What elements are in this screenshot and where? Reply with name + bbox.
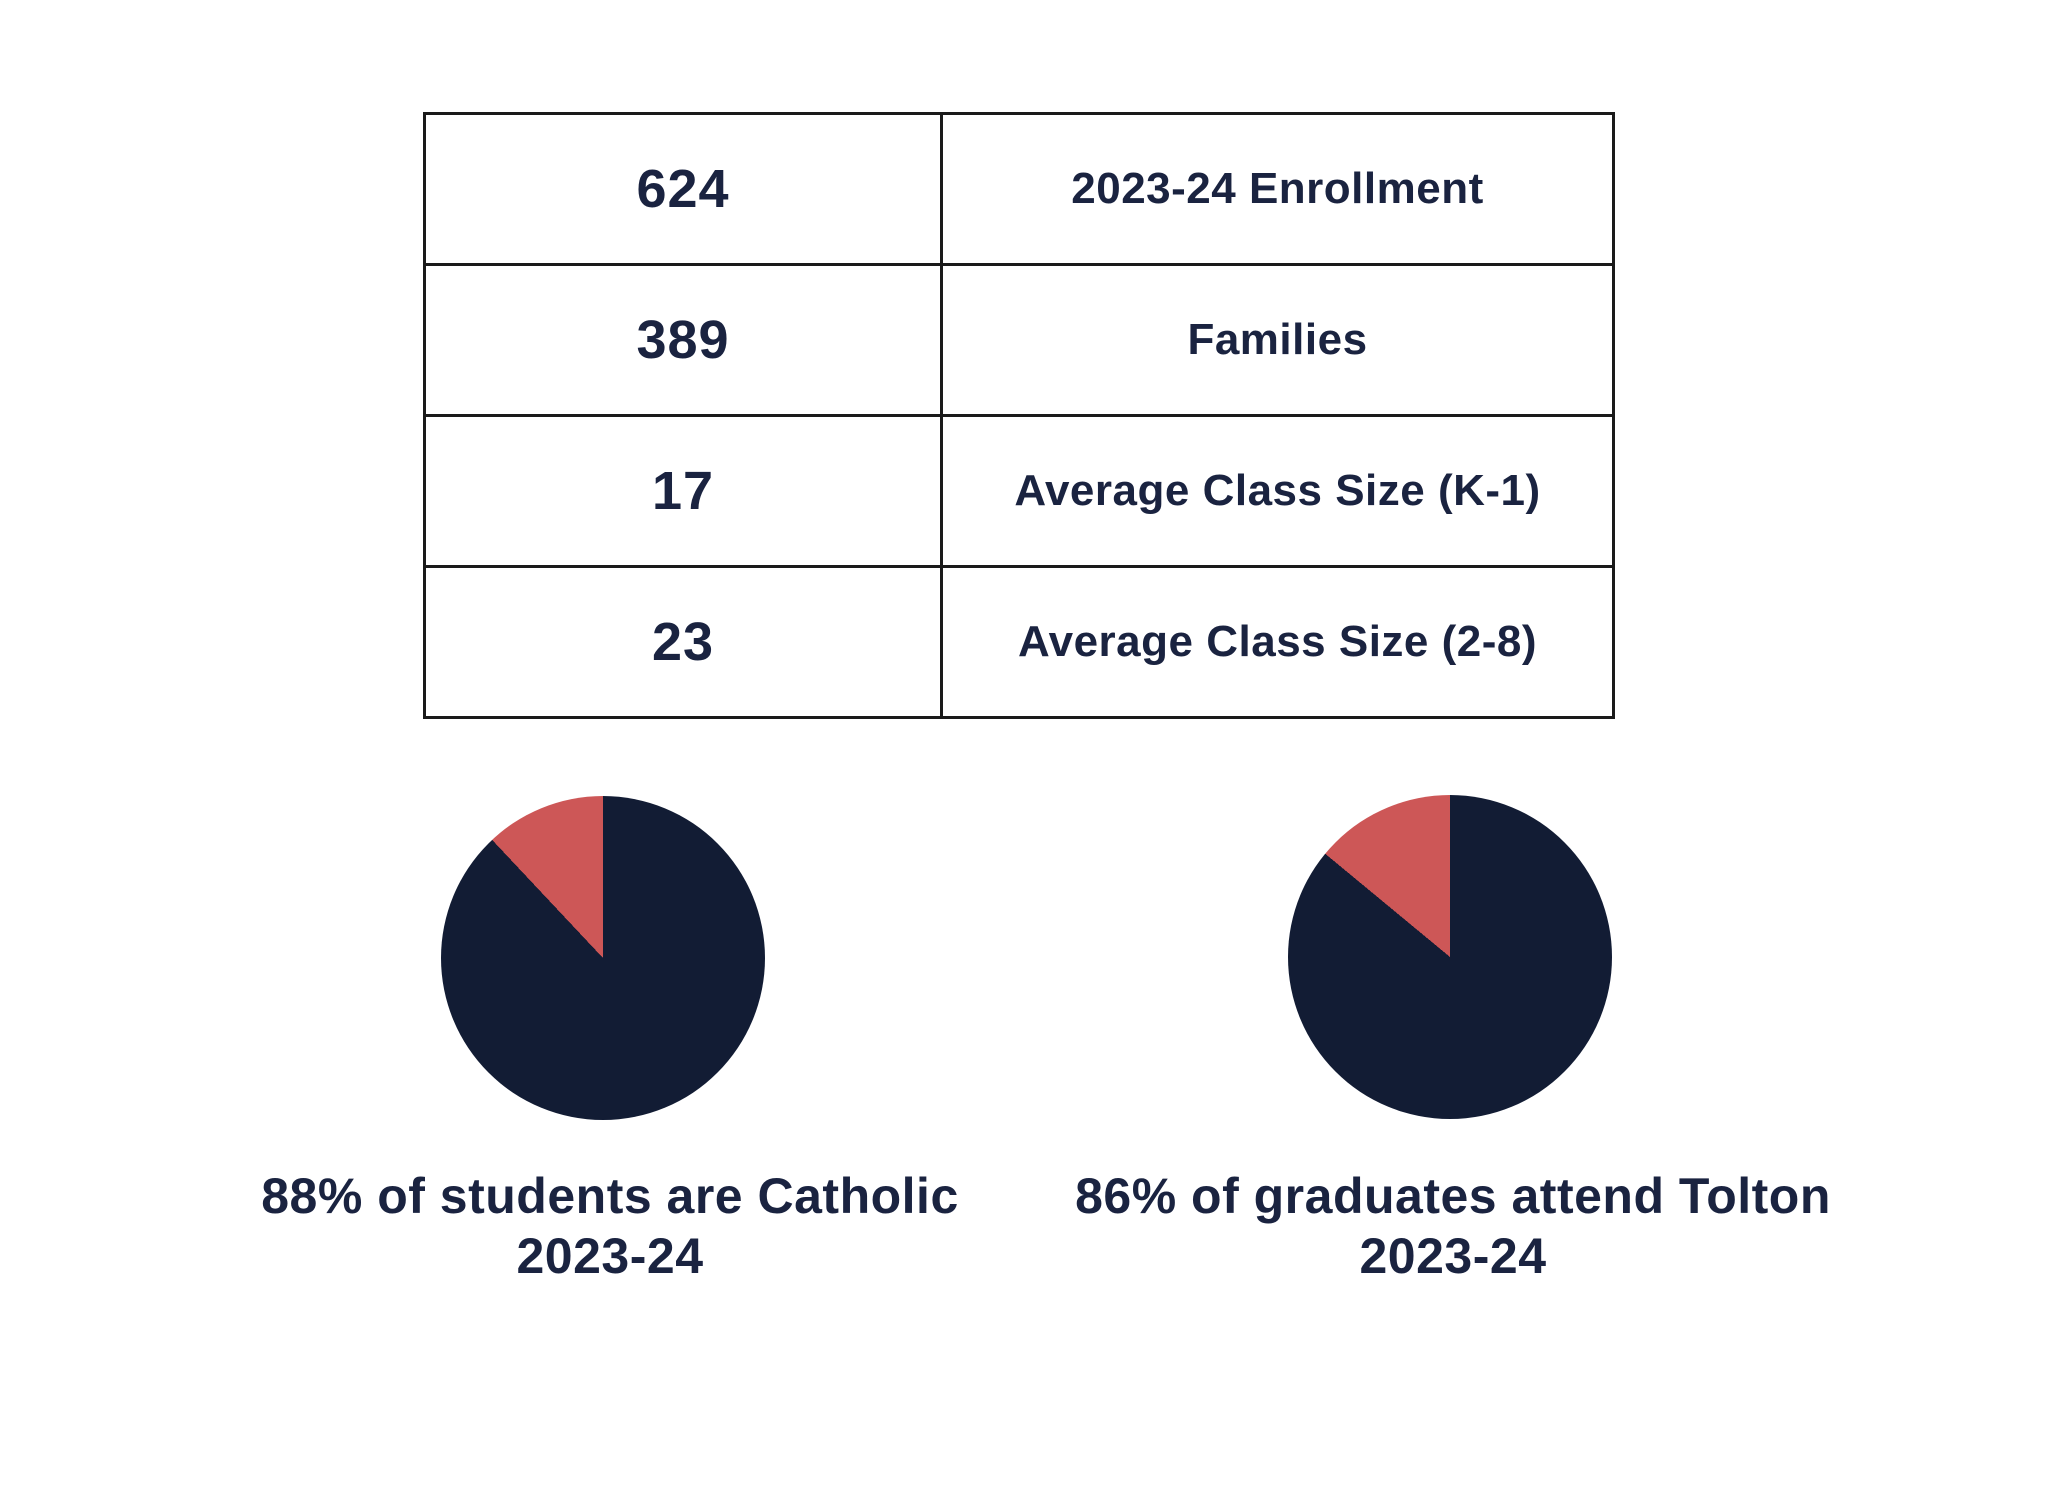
stat-value-class-size-k1: 17 (423, 414, 943, 568)
caption-line: 2023-24 (516, 1228, 704, 1284)
pie-caption-students-catholic: 88% of students are Catholic 2023-24 (170, 1166, 1050, 1286)
table-row: 389 Families (423, 263, 1615, 417)
stat-label-enrollment: 2023-24 Enrollment (940, 112, 1615, 266)
stat-label-families: Families (940, 263, 1615, 417)
table-row: 17 Average Class Size (K-1) (423, 414, 1615, 568)
table-row: 23 Average Class Size (2-8) (423, 565, 1615, 719)
pie-chart-graduates-tolton (1288, 795, 1612, 1119)
caption-line: 86% of graduates attend Tolton (1075, 1168, 1831, 1224)
table-row: 624 2023-24 Enrollment (423, 112, 1615, 266)
school-stats-table: 624 2023-24 Enrollment 389 Families 17 A… (423, 112, 1615, 719)
caption-line: 88% of students are Catholic (261, 1168, 959, 1224)
pie-caption-graduates-tolton: 86% of graduates attend Tolton 2023-24 (1013, 1166, 1893, 1286)
stat-label-class-size-k1: Average Class Size (K-1) (940, 414, 1615, 568)
pie-chart-students-catholic (441, 796, 765, 1120)
caption-line: 2023-24 (1359, 1228, 1547, 1284)
stat-label-class-size-2-8: Average Class Size (2-8) (940, 565, 1615, 719)
stat-value-enrollment: 624 (423, 112, 943, 266)
stat-value-class-size-2-8: 23 (423, 565, 943, 719)
stat-value-families: 389 (423, 263, 943, 417)
